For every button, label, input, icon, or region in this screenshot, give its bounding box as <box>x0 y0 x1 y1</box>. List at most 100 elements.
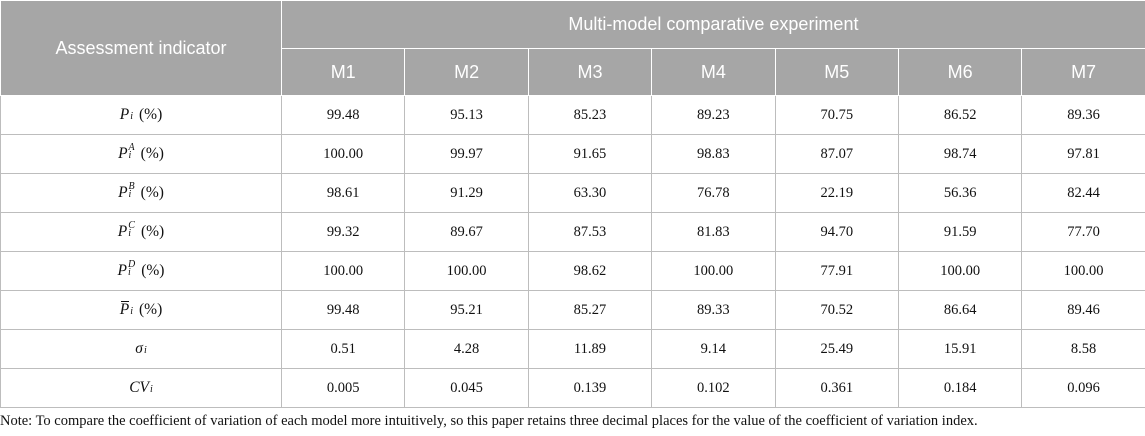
table-row: CV i 0.005 0.045 0.139 0.102 0.361 0.184 0.096 <box>0 368 1145 408</box>
indicator-superscript: A <box>128 141 135 153</box>
value-cell: 0.096 <box>1021 368 1145 408</box>
value-cell: 99.97 <box>404 134 529 174</box>
indicator-superscript: D <box>127 258 136 270</box>
indicator-symbol: P <box>118 145 128 162</box>
model-header-m4: M4 <box>651 48 776 96</box>
indicator-unit: (%) <box>140 184 164 201</box>
indicator-unit: (%) <box>141 262 165 279</box>
indicator-unit: (%) <box>139 301 163 318</box>
value-cell: 70.75 <box>774 95 899 135</box>
value-cell: 86.64 <box>897 290 1023 330</box>
value-cell: 70.52 <box>774 290 899 330</box>
indicator-symbol: P <box>117 223 128 240</box>
value-cell: 9.14 <box>651 329 776 369</box>
value-cell: 0.361 <box>774 368 899 408</box>
indicator-superscript: C <box>128 219 135 231</box>
value-cell: 77.91 <box>774 251 899 291</box>
indicator-cell: CV i <box>0 368 282 408</box>
indicator-unit: (%) <box>140 223 165 240</box>
value-cell: 0.184 <box>897 368 1023 408</box>
table-row: P i (%) 99.48 95.13 85.23 89.23 70.75 86.52 89.3… <box>0 95 1145 135</box>
value-cell: 85.23 <box>527 95 653 135</box>
value-cell: 100.00 <box>897 251 1023 291</box>
value-cell: 4.28 <box>404 329 529 369</box>
group-header: Multi-model comparative experiment <box>281 0 1145 49</box>
indicator-symbol: P <box>119 301 130 318</box>
indicator-subscript: i <box>127 267 131 279</box>
indicator-cell: P i (%) <box>0 95 282 135</box>
value-cell: 89.33 <box>651 290 776 330</box>
value-cell: 0.51 <box>280 329 406 369</box>
value-cell: 89.67 <box>404 212 529 252</box>
indicator-subscript: i <box>130 306 133 318</box>
value-cell: 91.29 <box>404 173 529 213</box>
indicator-symbol: σ <box>135 340 143 357</box>
value-cell: 81.83 <box>651 212 776 252</box>
value-cell: 15.91 <box>897 329 1023 369</box>
value-cell: 91.65 <box>527 134 653 174</box>
indicator-header: Assessment indicator <box>0 0 282 96</box>
indicator-cell: P i (%) <box>0 290 282 330</box>
value-cell: 86.52 <box>897 95 1023 135</box>
value-cell: 98.83 <box>651 134 776 174</box>
value-cell: 100.00 <box>280 134 406 174</box>
value-cell: 0.139 <box>527 368 653 408</box>
value-cell: 25.49 <box>774 329 899 369</box>
value-cell: 98.74 <box>897 134 1023 174</box>
model-header-m6: M6 <box>897 48 1023 96</box>
indicator-subscript: i <box>128 189 132 201</box>
value-cell: 94.70 <box>774 212 899 252</box>
model-header-m1: M1 <box>280 48 406 96</box>
results-table: Assessment indicator Multi-model compara… <box>0 0 1145 408</box>
model-header-m7: M7 <box>1021 48 1145 96</box>
indicator-subscript: i <box>130 111 133 123</box>
indicator-cell: σ i <box>0 329 282 369</box>
value-cell: 100.00 <box>280 251 406 291</box>
table-row: σ i 0.51 4.28 11.89 9.14 25.49 15.91 8.58 <box>0 329 1145 369</box>
indicator-subscript: i <box>128 150 132 162</box>
value-cell: 85.27 <box>527 290 653 330</box>
mean-bar <box>120 301 129 302</box>
value-cell: 100.00 <box>651 251 776 291</box>
model-header-m5: M5 <box>774 48 899 96</box>
value-cell: 87.53 <box>527 212 653 252</box>
indicator-symbol: P <box>119 106 130 123</box>
value-cell: 95.13 <box>404 95 529 135</box>
indicator-subscript: i <box>143 345 147 357</box>
value-cell: 76.78 <box>651 173 776 213</box>
value-cell: 87.07 <box>774 134 899 174</box>
value-cell: 8.58 <box>1021 329 1145 369</box>
indicator-symbol: P <box>117 262 127 279</box>
value-cell: 100.00 <box>404 251 529 291</box>
table-note: Note: To compare the coefficient of vari… <box>0 413 978 429</box>
value-cell: 99.48 <box>280 290 406 330</box>
value-cell: 89.36 <box>1021 95 1145 135</box>
value-cell: 91.59 <box>897 212 1023 252</box>
value-cell: 77.70 <box>1021 212 1145 252</box>
value-cell: 0.005 <box>280 368 406 408</box>
model-header-m3: M3 <box>527 48 653 96</box>
model-header-m2: M2 <box>404 48 529 96</box>
indicator-subscript: i <box>128 228 132 240</box>
indicator-symbol: CV <box>129 379 150 396</box>
value-cell: 89.23 <box>651 95 776 135</box>
value-cell: 89.46 <box>1021 290 1145 330</box>
table-row: P i (%) 99.48 95.21 85.27 89.33 70.52 86.64 89.4… <box>0 290 1145 330</box>
value-cell: 0.102 <box>651 368 776 408</box>
value-cell: 95.21 <box>404 290 529 330</box>
value-cell: 100.00 <box>1021 251 1145 291</box>
value-cell: 22.19 <box>774 173 899 213</box>
value-cell: 63.30 <box>527 173 653 213</box>
value-cell: 11.89 <box>527 329 653 369</box>
indicator-subscript: i <box>150 384 153 396</box>
value-cell: 56.36 <box>897 173 1023 213</box>
indicator-unit: (%) <box>140 145 164 162</box>
